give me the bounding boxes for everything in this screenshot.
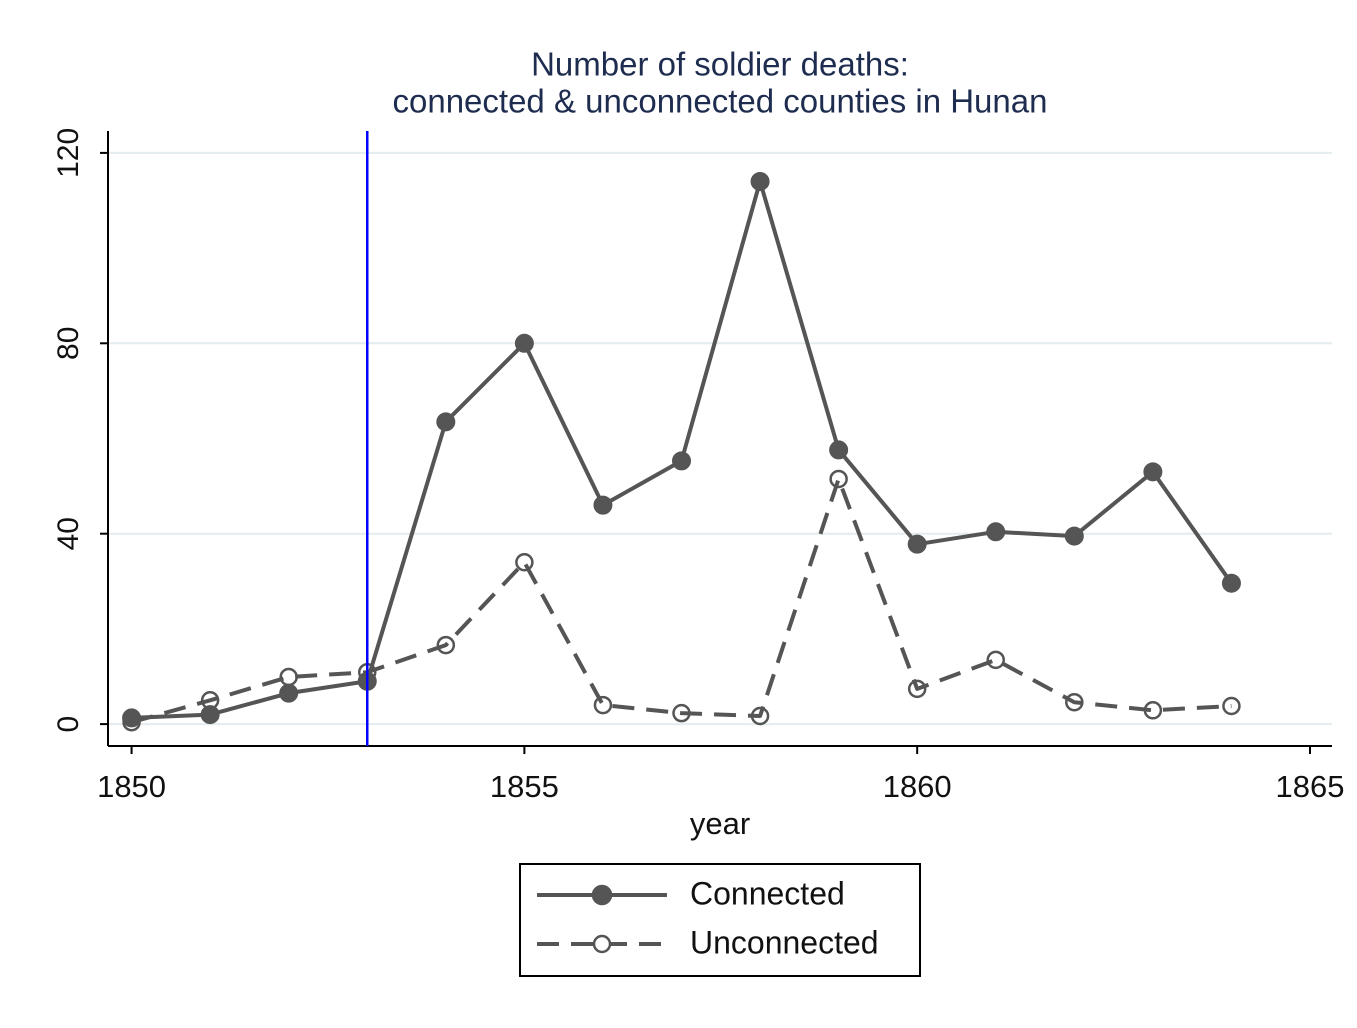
x-tick-label: 1855	[490, 769, 559, 804]
point	[593, 495, 613, 515]
chart-title: connected & unconnected counties in Huna…	[393, 83, 1048, 120]
legend-label: Connected	[690, 875, 845, 911]
point	[1221, 573, 1241, 593]
point	[672, 451, 692, 471]
point	[986, 522, 1006, 542]
series-line	[131, 476, 1232, 725]
point	[1065, 692, 1084, 712]
legend-label: Unconnected	[690, 924, 879, 960]
point	[986, 650, 1006, 670]
chart-title: Number of soldier deaths:	[531, 46, 909, 83]
point	[672, 703, 691, 723]
point	[436, 412, 456, 432]
x-axis-label: year	[690, 806, 750, 841]
x-tick-label: 1850	[97, 769, 166, 804]
point	[1143, 462, 1163, 482]
legend	[519, 863, 921, 977]
point	[122, 712, 141, 732]
point	[1222, 696, 1241, 716]
x-tick-label: 1865	[1276, 769, 1345, 804]
point	[279, 683, 299, 703]
y-tick-label: 80	[52, 327, 85, 360]
legend-marker	[592, 934, 612, 954]
point	[829, 440, 849, 460]
y-tick-label: 120	[52, 128, 85, 178]
point	[907, 679, 927, 699]
point	[750, 706, 770, 726]
point	[907, 534, 927, 554]
point	[1143, 701, 1163, 720]
point	[1064, 526, 1084, 546]
point	[279, 667, 298, 687]
point	[436, 635, 456, 655]
point	[829, 469, 848, 489]
point	[593, 695, 613, 715]
point	[750, 171, 770, 191]
legend-marker	[591, 884, 613, 906]
point	[515, 553, 534, 572]
point	[514, 333, 534, 353]
y-tick-label: 40	[52, 517, 85, 550]
y-tick-label: 0	[52, 716, 85, 733]
point	[200, 691, 220, 710]
point	[200, 705, 220, 725]
x-tick-label: 1860	[883, 769, 952, 804]
